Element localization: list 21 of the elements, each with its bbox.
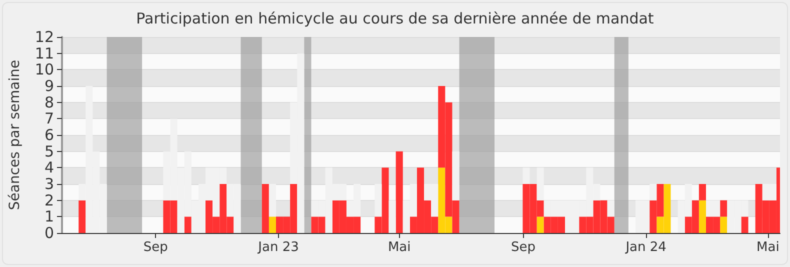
y-tick-label: 0 bbox=[44, 224, 54, 242]
y-tick-label: 4 bbox=[44, 158, 54, 177]
y-tick-label: 8 bbox=[44, 93, 54, 112]
x-tick-label: Mai bbox=[756, 240, 780, 255]
y-axis-title: Séances par semaine bbox=[7, 60, 23, 210]
x-tick-label: Sep bbox=[510, 240, 536, 255]
y-tick-label: 6 bbox=[44, 126, 54, 144]
y-tick-label: 12 bbox=[34, 28, 54, 46]
y-tick-label: 10 bbox=[34, 60, 54, 79]
y-tick-label: 11 bbox=[34, 44, 54, 62]
x-tick-label: Jan 23 bbox=[257, 240, 299, 255]
y-tick-label: 9 bbox=[44, 77, 54, 95]
y-tick-label: 1 bbox=[44, 208, 54, 226]
y-tick-label: 7 bbox=[44, 110, 54, 128]
y-tick-label: 2 bbox=[44, 191, 54, 210]
x-tick-label: Jan 24 bbox=[624, 240, 666, 255]
y-tick-label: 5 bbox=[44, 142, 54, 160]
chart-title: Participation en hémicycle au cours de sa dernière année de mandat bbox=[136, 10, 654, 28]
x-tick-label: Mai bbox=[388, 240, 411, 255]
y-tick-label: 3 bbox=[44, 175, 54, 193]
x-tick-label: Sep bbox=[143, 240, 168, 255]
